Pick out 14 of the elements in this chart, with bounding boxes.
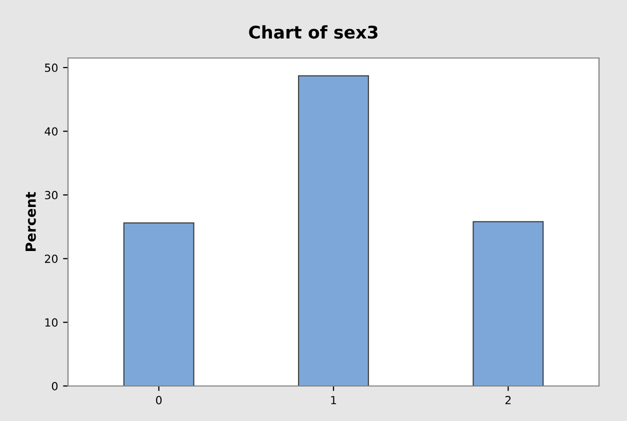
y-tick-label: 20 — [44, 254, 58, 263]
x-tick-label: 1 — [331, 396, 336, 404]
x-tick-label: 2 — [505, 396, 511, 404]
y-tick-label: 50 — [44, 64, 58, 72]
y-tick-label: 0 — [52, 382, 58, 390]
y-axis-title: Percent — [26, 192, 36, 252]
x-tick-label: 0 — [156, 396, 162, 404]
y-tick-label: 30 — [44, 190, 58, 200]
chart-title: Chart of sex3 — [249, 25, 378, 39]
bar — [472, 221, 544, 386]
bar — [123, 222, 194, 386]
y-tick-label: 10 — [45, 318, 58, 327]
bar — [298, 75, 369, 386]
y-tick-label: 40 — [44, 127, 58, 136]
